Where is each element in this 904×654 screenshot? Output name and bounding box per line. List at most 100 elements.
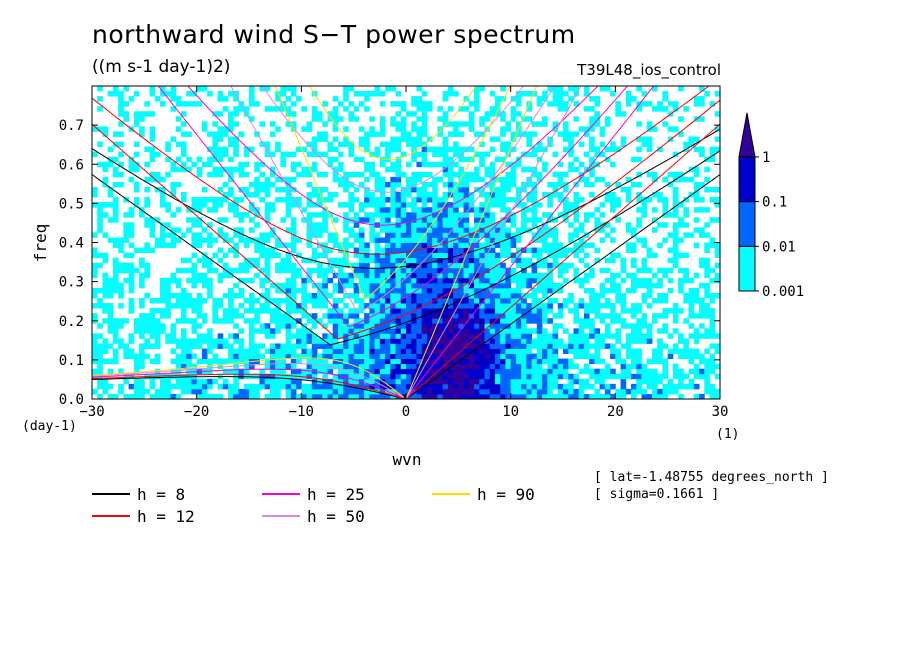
heat-cell xyxy=(474,171,480,178)
heat-cell xyxy=(112,197,119,203)
heat-cell xyxy=(437,292,444,299)
heat-cell xyxy=(646,136,653,142)
heat-cell xyxy=(458,166,464,173)
heat-cell xyxy=(311,383,318,390)
heat-cell xyxy=(421,116,428,122)
heat-cell xyxy=(406,373,412,380)
heat-cell xyxy=(102,166,109,173)
heat-cell xyxy=(515,378,522,385)
heat-cell xyxy=(411,171,417,178)
heat-cell xyxy=(474,363,480,370)
heat-cell xyxy=(672,262,679,269)
heat-cell xyxy=(264,358,271,365)
heat-cell xyxy=(327,313,334,319)
heat-cell xyxy=(348,181,355,188)
heat-cell xyxy=(636,368,642,375)
heat-cell xyxy=(531,192,538,198)
heat-cell xyxy=(453,141,459,147)
heat-cell xyxy=(568,343,574,349)
heat-cell xyxy=(489,298,496,304)
heat-cell xyxy=(112,207,119,213)
heat-cell xyxy=(489,247,496,253)
heat-cell xyxy=(222,358,229,365)
heat-cell xyxy=(662,237,669,243)
heat-cell xyxy=(374,272,381,279)
heat-cell xyxy=(589,242,595,248)
heat-cell xyxy=(463,247,470,253)
heat-cell xyxy=(699,353,705,360)
heat-cell xyxy=(625,373,632,380)
heat-cell xyxy=(547,262,553,269)
heat-cell xyxy=(123,116,130,122)
heat-cell xyxy=(102,358,109,365)
heat-cell xyxy=(510,343,517,349)
heat-cell xyxy=(542,232,548,238)
heat-cell xyxy=(154,176,161,183)
heat-cell xyxy=(463,242,470,248)
heat-cell xyxy=(395,181,402,188)
heat-cell xyxy=(358,348,365,354)
heat-cell xyxy=(489,323,496,329)
heat-cell xyxy=(515,197,522,203)
heat-cell xyxy=(400,106,407,112)
heat-cell xyxy=(494,348,501,354)
heat-cell xyxy=(107,393,114,400)
heat-cell xyxy=(160,308,166,314)
heat-cell xyxy=(704,257,710,264)
heat-cell xyxy=(285,308,292,314)
heat-cell xyxy=(128,348,135,354)
heat-cell xyxy=(217,383,224,390)
heat-cell xyxy=(406,333,412,339)
heat-cell xyxy=(249,227,255,233)
heat-cell xyxy=(704,232,710,238)
heat-cell xyxy=(364,186,370,193)
heat-cell xyxy=(479,308,485,314)
heat-cell xyxy=(337,348,344,354)
heat-cell xyxy=(651,313,658,319)
heat-cell xyxy=(468,368,475,375)
heat-cell xyxy=(474,323,480,329)
heat-cell xyxy=(97,303,103,309)
heat-cell xyxy=(196,86,203,92)
heat-cell xyxy=(337,277,344,284)
heat-cell xyxy=(170,166,177,173)
heat-cell xyxy=(672,101,679,107)
heat-cell xyxy=(542,368,548,375)
heat-cell xyxy=(447,181,454,188)
heat-cell xyxy=(332,232,339,238)
heat-cell xyxy=(699,116,705,122)
heat-cell xyxy=(406,262,412,269)
heat-cell xyxy=(217,277,224,284)
heat-cell xyxy=(604,388,611,395)
heat-cell xyxy=(133,378,140,385)
heat-cell xyxy=(186,166,192,173)
heat-cell xyxy=(170,292,177,299)
heat-cell xyxy=(479,232,485,238)
heat-cell xyxy=(651,383,658,390)
heat-cell xyxy=(625,101,632,107)
heat-cell xyxy=(416,318,423,324)
heat-cell xyxy=(421,217,428,223)
heat-cell xyxy=(337,353,344,360)
heat-cell xyxy=(515,131,522,137)
heat-cell xyxy=(275,298,281,304)
heat-cell xyxy=(233,353,239,360)
heat-cell xyxy=(196,378,203,385)
heat-cell xyxy=(379,373,386,380)
heat-cell xyxy=(421,373,428,380)
y-tick-label: 0.6 xyxy=(59,157,84,173)
heat-cell xyxy=(139,363,145,370)
heat-cell xyxy=(254,101,260,107)
heat-cell xyxy=(442,318,449,324)
heat-cell xyxy=(447,267,454,274)
heat-cell xyxy=(170,186,177,193)
heat-cell xyxy=(489,171,496,178)
heat-cell xyxy=(552,333,559,339)
heat-cell xyxy=(280,363,287,370)
heat-cell xyxy=(154,338,161,344)
heat-cell xyxy=(557,161,564,168)
heat-cell xyxy=(657,343,663,349)
heat-cell xyxy=(290,111,297,117)
heat-cell xyxy=(369,333,375,339)
heat-cell xyxy=(489,287,496,294)
